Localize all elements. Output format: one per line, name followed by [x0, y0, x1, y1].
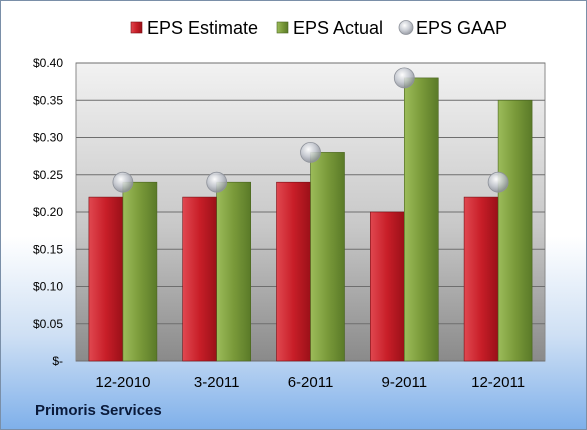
legend-eps-gaap-label: EPS GAAP: [416, 18, 507, 38]
legend-eps-actual-label: EPS Actual: [293, 18, 383, 38]
marker-eps-gaap: [300, 141, 321, 163]
marker-eps-gaap: [487, 171, 509, 193]
gaap-markers: [112, 67, 509, 193]
y-tick-label: $0.10: [33, 280, 63, 294]
y-tick-label: $0.30: [33, 131, 63, 145]
y-tick-label: $0.20: [33, 205, 63, 219]
y-tick-label: $0.35: [33, 93, 63, 107]
bar-eps-estimate: [369, 211, 405, 362]
legend-eps-actual-swatch: [276, 21, 289, 34]
y-tick-label: $0.25: [33, 168, 63, 182]
legend-eps-estimate-swatch: [130, 21, 143, 34]
x-category-label: 12-2010: [95, 374, 150, 391]
bar-eps-estimate: [463, 196, 499, 362]
y-tick-label: $0.40: [33, 56, 63, 70]
bars: [88, 77, 533, 362]
x-category-label: 12-2011: [471, 374, 525, 391]
company-name: Primoris Services: [35, 402, 162, 419]
bar-eps-estimate: [88, 196, 124, 362]
y-tick-label: $0.15: [33, 242, 63, 256]
x-axis-labels: 12-2010 3-2011 6-2011 9-2011 12-2011: [95, 374, 525, 391]
bar-eps-estimate: [182, 196, 217, 362]
y-tick-label: $-: [52, 354, 63, 368]
bar-eps-actual: [216, 181, 251, 362]
bar-eps-actual: [403, 77, 439, 362]
bar-eps-estimate: [276, 181, 311, 362]
legend: EPS Estimate EPS Actual EPS GAAP: [130, 18, 507, 38]
marker-eps-gaap: [393, 67, 415, 89]
y-tick-label: $0.05: [33, 317, 63, 331]
y-axis-labels: $- $0.05 $0.10 $0.15 $0.20 $0.25 $0.30 $0.35 $0.…: [33, 56, 63, 368]
x-category-label: 6-2011: [288, 374, 334, 391]
legend-eps-gaap-swatch: [398, 20, 414, 35]
legend-eps-estimate-label: EPS Estimate: [147, 18, 258, 38]
marker-eps-gaap: [112, 171, 134, 193]
marker-eps-gaap: [206, 171, 228, 193]
x-category-label: 3-2011: [194, 374, 240, 391]
bar-eps-actual: [310, 152, 345, 362]
x-category-label: 9-2011: [382, 374, 428, 391]
bar-eps-actual: [122, 181, 158, 362]
bar-eps-actual: [497, 99, 533, 362]
